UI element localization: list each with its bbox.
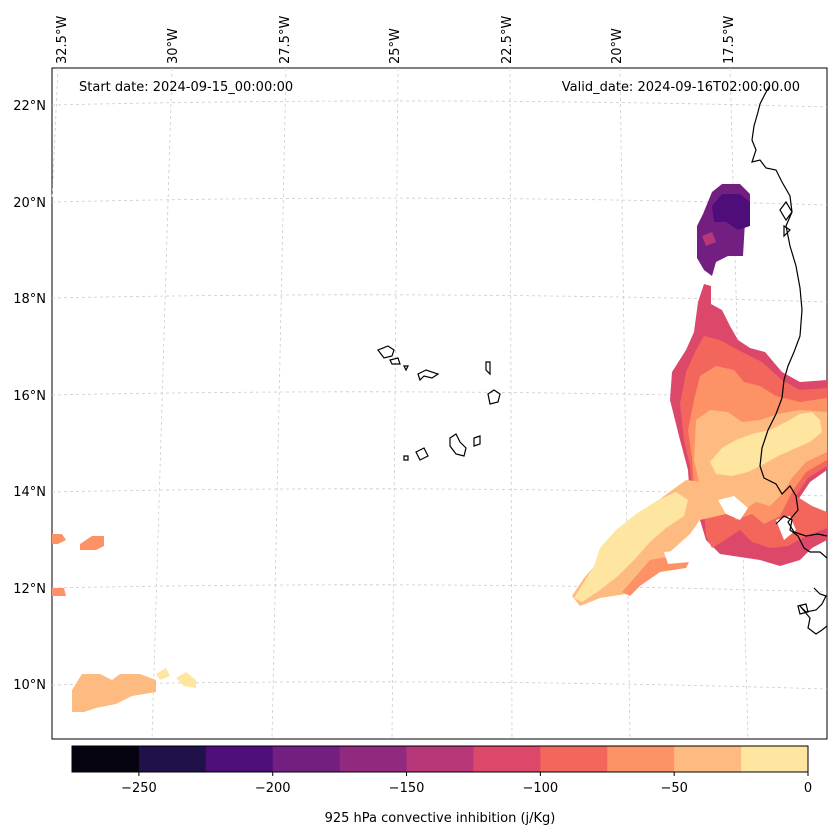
africa-coastline <box>751 84 828 537</box>
colorbar-swatch <box>339 746 408 772</box>
coast-detail-estuary <box>775 515 828 559</box>
lon-label-30w: 30°W <box>166 28 181 64</box>
cin-region-tongue-orange-edge <box>622 556 690 596</box>
lat-label-18n: 18°N <box>13 292 46 307</box>
lat-label-14n: 14°N <box>13 485 46 500</box>
colorbar-label: 925 hPa convective inhibition (j/Kg) <box>325 811 556 826</box>
coastlines <box>377 84 828 635</box>
colorbar-tick-label: −50 <box>660 781 687 796</box>
colorbar-swatch <box>540 746 608 772</box>
cin-region-southwest-pale-2 <box>156 668 170 680</box>
colorbar-tick-label: −200 <box>255 781 291 796</box>
colorbar-swatch <box>473 746 541 772</box>
cin-region-west-1 <box>52 534 66 544</box>
lon-label-27-5w: 27.5°W <box>278 16 293 64</box>
island-santiago <box>449 433 467 457</box>
colorbar-swatch <box>272 746 341 772</box>
cin-region-north-magenta-spot <box>702 232 716 246</box>
coast-detail-island-south <box>797 603 809 615</box>
colorbar-tick-label: −250 <box>121 781 157 796</box>
cin-region-west-3 <box>52 588 66 596</box>
colorbar-swatch <box>406 746 474 772</box>
longitude-labels: 32.5°W 30°W 27.5°W 25°W 22.5°W 20°W 17.5… <box>55 16 737 64</box>
colorbar-swatch <box>72 746 140 772</box>
cin-gap-2 <box>664 550 690 564</box>
lon-label-32-5w: 32.5°W <box>55 16 70 64</box>
colorbar-tick-label: −100 <box>523 781 559 796</box>
latitude-labels: 22°N 20°N 18°N 16°N 14°N 12°N 10°N <box>13 99 46 693</box>
lon-label-25w: 25°W <box>388 28 403 64</box>
island-santa-luzia <box>403 365 409 372</box>
start-date-label: Start date: 2024-09-15_00:00:00 <box>79 80 293 95</box>
colorbar-tick-label: 0 <box>804 781 812 796</box>
lat-label-22n: 22°N <box>13 99 46 114</box>
longitude-gridlines <box>51 67 749 740</box>
colorbar: −250 −200 −150 −100 −50 0 925 hPa convective … <box>71 745 812 826</box>
colorbar-swatches <box>72 746 809 772</box>
colorbar-swatch <box>674 746 742 772</box>
island-boa-vista <box>487 389 501 405</box>
colorbar-swatch <box>607 746 675 772</box>
lon-label-20w: 20°W <box>610 28 625 64</box>
cin-region-southwest-pale <box>176 672 196 688</box>
island-fogo <box>415 447 429 461</box>
cin-region-west-2 <box>80 536 104 550</box>
cin-region-southwest-orange <box>72 674 156 712</box>
island-maio <box>473 435 481 447</box>
lat-label-12n: 12°N <box>13 582 46 597</box>
lat-label-20n: 20°N <box>13 196 46 211</box>
colorbar-ticks: −250 −200 −150 −100 −50 0 <box>121 772 812 796</box>
island-sao-vicente <box>389 357 401 365</box>
lat-label-10n: 10°N <box>13 678 46 693</box>
island-sal <box>485 361 491 376</box>
lat-label-16n: 16°N <box>13 389 46 404</box>
coast-detail-south <box>799 587 828 635</box>
colorbar-tick-label: −150 <box>389 781 425 796</box>
island-santo-antao <box>377 345 395 359</box>
colorbar-swatch <box>205 746 274 772</box>
cin-region-coastal-paleyellow <box>710 412 822 476</box>
island-brava <box>403 455 409 461</box>
colorbar-outline <box>71 745 809 773</box>
coast-detail-north-1 <box>779 200 793 222</box>
lon-label-17-5w: 17.5°W <box>722 16 737 64</box>
valid-date-label: Valid_date: 2024-09-16T02:00:00.00 <box>562 80 800 95</box>
coast-detail-north-2 <box>783 224 791 238</box>
latitude-gridlines <box>51 100 828 690</box>
cin-field <box>52 184 827 712</box>
cin-region-tongue-paleyellow <box>574 492 688 602</box>
lon-label-22-5w: 22.5°W <box>500 16 515 64</box>
island-sao-nicolau <box>417 369 440 382</box>
cin-region-north-darkpurple <box>712 194 750 230</box>
colorbar-swatch <box>138 746 207 772</box>
cin-gap-1 <box>718 496 748 520</box>
colorbar-swatch <box>741 746 809 772</box>
